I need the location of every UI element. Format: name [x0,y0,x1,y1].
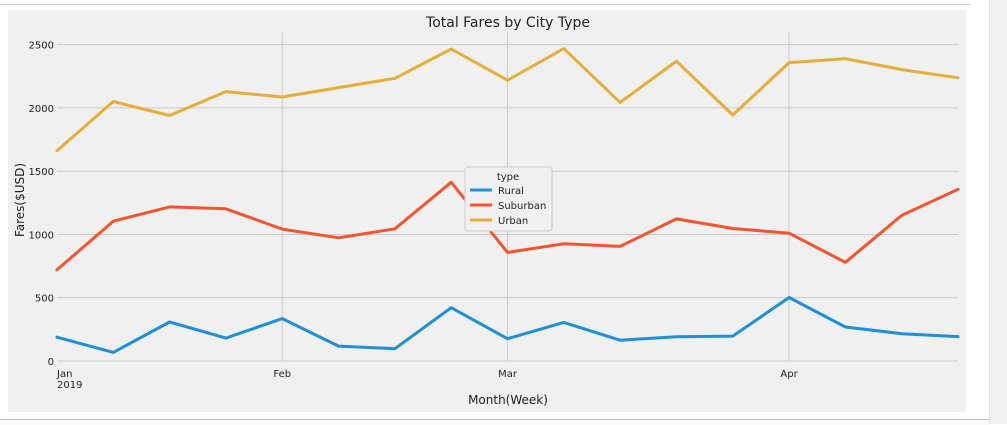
data-point-suburban [562,242,565,245]
legend-title: type [497,172,519,183]
y-tick-label: 1000 [29,230,54,241]
data-point-suburban [788,232,791,235]
data-point-rural [112,351,115,354]
data-point-urban [957,76,960,79]
data-point-rural [731,335,734,338]
y-tick-label: 2500 [29,41,54,52]
data-point-urban [112,100,115,103]
data-point-rural [281,317,284,320]
data-point-urban [56,149,59,152]
data-point-suburban [112,220,115,223]
x-tick-label: Feb [273,369,291,380]
data-point-urban [450,47,453,50]
data-point-suburban [506,251,509,254]
legend-label-urban: Urban [498,216,528,227]
y-axis-ticks: 0 500 1000 1500 2000 2500 [29,41,54,368]
legend: type Rural Suburban Urban [464,166,553,232]
x-tick-sublabel: 2019 [57,380,82,391]
x-tick-label: Mar [498,369,518,380]
data-point-suburban [168,205,171,208]
data-point-rural [788,296,791,299]
data-point-urban [393,77,396,80]
data-point-rural [506,337,509,340]
x-tick-label: Jan [56,369,72,380]
data-point-urban [731,114,734,117]
series-lines [55,47,960,354]
scrollbar[interactable] [989,0,1007,424]
data-point-suburban [619,245,622,248]
data-point-rural [450,306,453,309]
data-point-rural [675,335,678,338]
data-point-suburban [56,268,59,271]
data-point-urban [619,101,622,104]
series-line-suburban [55,180,960,272]
data-point-urban [224,90,227,93]
legend-label-rural: Rural [498,186,524,197]
data-point-suburban [393,227,396,230]
grid-lines [57,32,958,362]
legend-label-suburban: Suburban [498,201,546,212]
top-border [0,0,970,5]
legend-box [464,166,553,232]
chart-title: Total Fares by City Type [425,15,590,31]
data-point-rural [337,345,340,348]
data-point-suburban [450,181,453,184]
data-point-suburban [337,236,340,239]
y-tick-label: 2000 [29,104,54,115]
data-point-urban [900,68,903,71]
data-point-urban [675,60,678,63]
y-tick-label: 1500 [29,167,54,178]
data-point-rural [844,325,847,328]
data-point-urban [506,79,509,82]
data-point-suburban [281,228,284,231]
data-point-suburban [224,207,227,210]
x-axis-label: Month(Week) [468,393,548,407]
data-point-rural [168,321,171,324]
data-point-urban [562,47,565,50]
data-point-rural [562,321,565,324]
data-point-suburban [900,214,903,217]
data-point-urban [788,61,791,64]
data-point-suburban [957,188,960,191]
y-tick-label: 500 [35,294,54,305]
y-tick-label: 0 [48,357,54,368]
data-point-rural [957,335,960,338]
data-point-rural [56,336,59,339]
data-point-rural [619,339,622,342]
x-tick-label: Apr [780,369,798,380]
data-point-rural [224,337,227,340]
data-point-urban [337,86,340,89]
bottom-border [0,419,989,425]
y-axis-label: Fares($USD) [13,163,27,237]
data-point-urban [844,57,847,60]
data-point-urban [168,114,171,117]
data-point-suburban [675,217,678,220]
data-point-urban [281,96,284,99]
data-point-suburban [844,261,847,264]
series-line-urban [55,47,960,153]
data-point-suburban [731,227,734,230]
data-point-rural [393,347,396,350]
series-line-rural [55,296,960,354]
data-point-rural [900,332,903,335]
legend-items: Rural Suburban Urban [470,186,546,227]
